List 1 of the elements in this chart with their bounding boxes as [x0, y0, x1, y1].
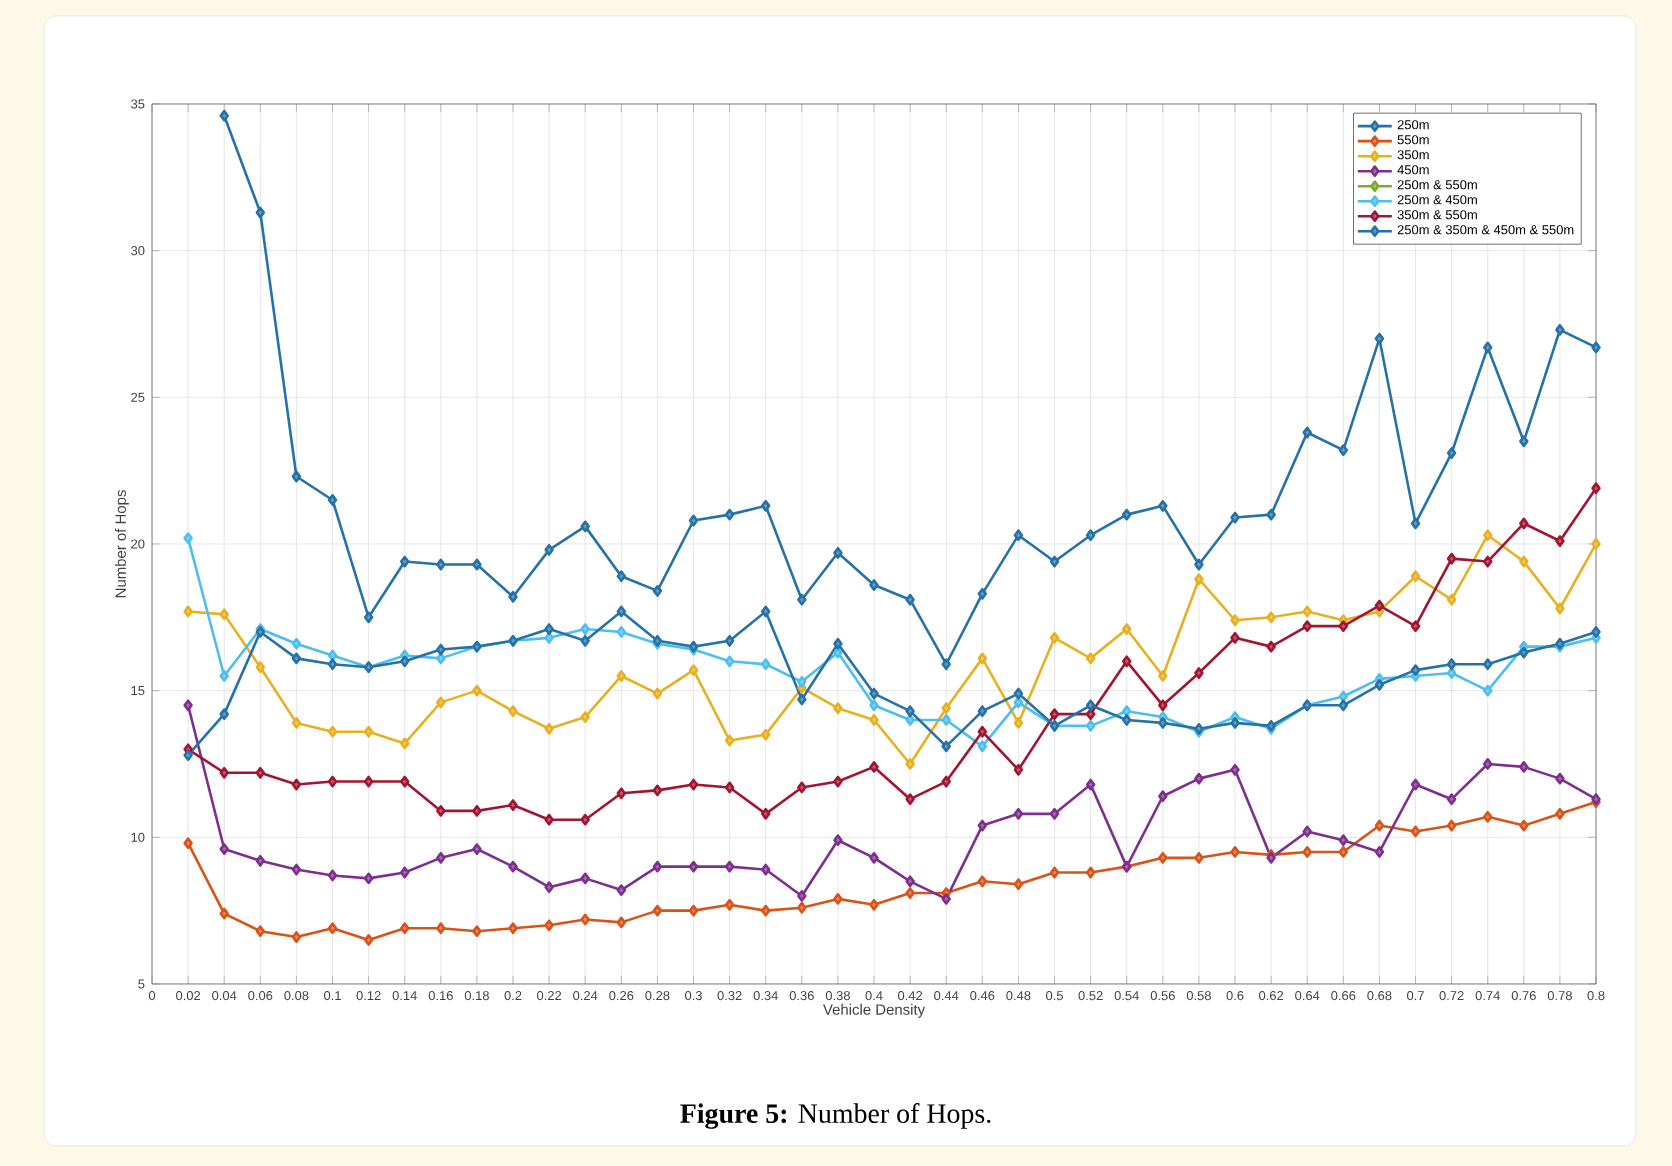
- text: Figure 5: Number of Hops.: [680, 1103, 991, 1129]
